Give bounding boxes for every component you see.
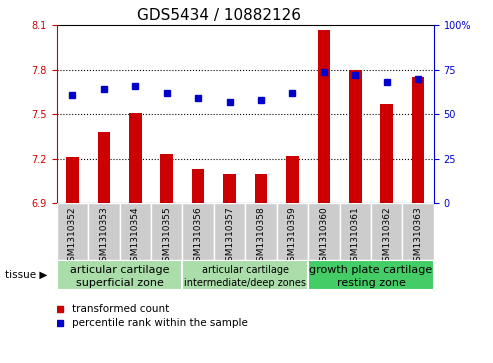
Text: GSM1310360: GSM1310360: [319, 206, 328, 267]
Text: GSM1310358: GSM1310358: [256, 206, 266, 267]
Text: GSM1310356: GSM1310356: [194, 206, 203, 267]
Text: GSM1310353: GSM1310353: [99, 206, 108, 267]
Bar: [57, 203, 88, 260]
Text: GSM1310354: GSM1310354: [131, 206, 140, 267]
Text: GSM1310355: GSM1310355: [162, 206, 171, 267]
Text: percentile rank within the sample: percentile rank within the sample: [72, 318, 247, 328]
Text: growth plate cartilage: growth plate cartilage: [310, 265, 433, 276]
Text: GSM1310363: GSM1310363: [414, 206, 423, 267]
Bar: [66, 157, 79, 203]
Bar: [255, 174, 267, 203]
Text: GSM1310352: GSM1310352: [68, 206, 77, 267]
Bar: [371, 203, 402, 260]
Bar: [402, 203, 434, 260]
Bar: [98, 132, 110, 203]
Bar: [119, 203, 151, 260]
Bar: [57, 260, 182, 290]
Text: GSM1310359: GSM1310359: [288, 206, 297, 267]
Bar: [192, 169, 205, 203]
Bar: [160, 154, 173, 203]
Bar: [412, 77, 424, 203]
Bar: [182, 260, 308, 290]
Bar: [223, 174, 236, 203]
Text: GSM1310357: GSM1310357: [225, 206, 234, 267]
Text: GSM1310361: GSM1310361: [351, 206, 360, 267]
Bar: [308, 203, 340, 260]
Text: tissue ▶: tissue ▶: [5, 270, 47, 280]
Bar: [151, 203, 182, 260]
Text: GSM1310362: GSM1310362: [382, 206, 391, 267]
Bar: [317, 30, 330, 203]
Text: superficial zone: superficial zone: [75, 278, 164, 288]
Text: articular cartilage: articular cartilage: [202, 265, 289, 276]
Text: articular cartilage: articular cartilage: [70, 265, 169, 276]
Bar: [214, 203, 246, 260]
Text: transformed count: transformed count: [72, 303, 169, 314]
Bar: [277, 203, 308, 260]
Text: resting zone: resting zone: [337, 278, 405, 288]
Bar: [245, 203, 277, 260]
Bar: [182, 203, 214, 260]
Bar: [286, 156, 299, 203]
Bar: [381, 104, 393, 203]
Bar: [129, 113, 141, 203]
Text: intermediate/deep zones: intermediate/deep zones: [184, 278, 306, 288]
Bar: [88, 203, 119, 260]
Bar: [308, 260, 434, 290]
Bar: [340, 203, 371, 260]
Title: GDS5434 / 10882126: GDS5434 / 10882126: [137, 8, 301, 23]
Bar: [349, 70, 361, 203]
